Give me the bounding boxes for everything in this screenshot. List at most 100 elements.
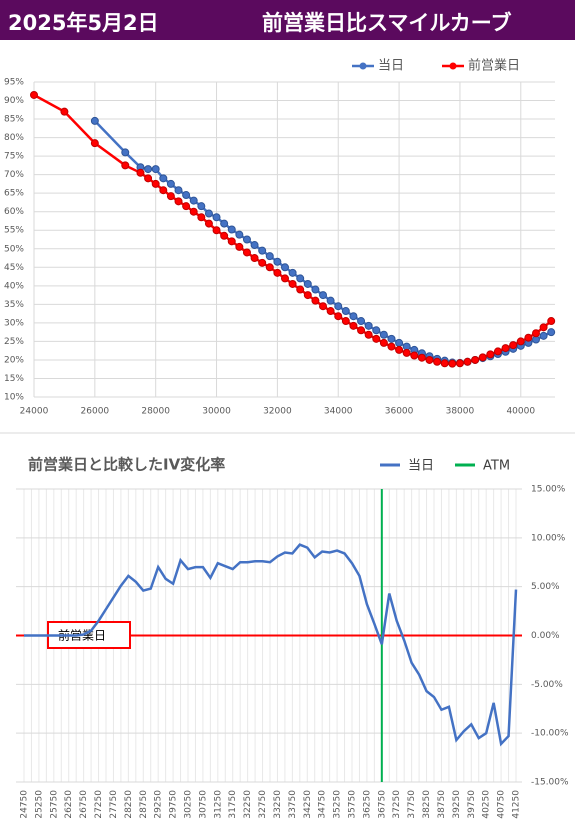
- y-tick-label: 5.00%: [531, 582, 560, 592]
- x-tick-label: 29250: [154, 790, 164, 819]
- marker: [341, 317, 350, 326]
- x-tick-label: 34000: [324, 407, 353, 417]
- legend-label: 前営業日: [468, 58, 520, 74]
- marker: [547, 317, 556, 326]
- series-line: [24, 543, 518, 747]
- x-tick-label: 38000: [446, 407, 475, 417]
- marker: [144, 165, 153, 174]
- marker: [539, 331, 548, 340]
- marker: [303, 291, 312, 300]
- y-tick-label: 45%: [4, 263, 24, 273]
- marker: [174, 186, 183, 195]
- marker: [197, 213, 206, 222]
- marker: [273, 268, 282, 277]
- marker: [319, 291, 328, 300]
- marker: [151, 179, 160, 188]
- marker: [364, 330, 373, 339]
- marker: [242, 235, 251, 244]
- x-tick-label: 36250: [362, 790, 372, 819]
- y-tick-label: 10.00%: [531, 533, 566, 543]
- x-tick-label: 28000: [141, 407, 170, 417]
- marker: [471, 355, 480, 364]
- x-tick-label: 25250: [34, 790, 44, 819]
- legend-marker: [359, 62, 367, 70]
- x-tick-label: 30750: [198, 790, 208, 819]
- marker: [334, 302, 343, 311]
- marker: [326, 307, 335, 316]
- marker: [159, 186, 168, 195]
- marker: [387, 334, 396, 343]
- header: 2025年5月2日 前営業日比スマイルカーブ: [0, 0, 575, 40]
- y-tick-label: 60%: [4, 207, 24, 217]
- marker: [220, 219, 229, 228]
- y-tick-label: 50%: [4, 244, 24, 254]
- marker: [288, 268, 297, 277]
- marker: [212, 213, 221, 222]
- marker: [547, 328, 556, 337]
- y-tick-label: 65%: [4, 189, 24, 199]
- marker: [463, 357, 472, 366]
- marker: [182, 191, 191, 200]
- marker: [265, 263, 274, 272]
- legend-marker: [449, 62, 457, 70]
- x-tick-label: 33750: [288, 790, 298, 819]
- y-tick-label: 30%: [4, 318, 24, 328]
- marker: [509, 341, 518, 350]
- y-tick-label: 80%: [4, 133, 24, 143]
- x-tick-label: 32000: [263, 407, 292, 417]
- y-tick-label: 95%: [4, 78, 24, 88]
- marker: [524, 333, 533, 342]
- x-tick-label: 40750: [497, 790, 507, 819]
- marker: [280, 274, 289, 283]
- marker: [166, 192, 175, 201]
- marker: [341, 307, 350, 316]
- marker: [357, 326, 366, 335]
- marker: [303, 279, 312, 288]
- marker: [258, 258, 267, 267]
- marker: [166, 179, 175, 188]
- marker: [493, 347, 502, 356]
- marker: [417, 353, 426, 362]
- y-tick-label: 0.00%: [531, 631, 560, 641]
- marker: [273, 257, 282, 266]
- marker: [326, 296, 335, 305]
- marker: [531, 329, 540, 338]
- x-tick-label: 30250: [184, 790, 194, 819]
- marker: [296, 285, 305, 294]
- marker: [410, 351, 419, 360]
- marker: [334, 312, 343, 321]
- x-tick-label: 39250: [452, 790, 462, 819]
- marker: [189, 207, 198, 216]
- x-tick-label: 39750: [467, 790, 477, 819]
- y-tick-label: 85%: [4, 115, 24, 125]
- marker: [197, 202, 206, 211]
- x-tick-label: 34750: [318, 790, 328, 819]
- marker: [501, 344, 510, 353]
- marker: [250, 241, 259, 250]
- y-tick-label: 35%: [4, 300, 24, 310]
- x-tick-label: 35750: [348, 790, 358, 819]
- x-tick-label: 27750: [109, 790, 119, 819]
- x-tick-label: 32750: [258, 790, 268, 819]
- marker: [174, 197, 183, 206]
- marker: [372, 326, 381, 335]
- marker: [136, 168, 145, 177]
- marker: [516, 337, 525, 346]
- x-tick-label: 32250: [243, 790, 253, 819]
- legend-label: 当日: [408, 459, 434, 474]
- x-tick-label: 24000: [20, 407, 49, 417]
- x-tick-label: 34250: [303, 790, 313, 819]
- marker: [182, 202, 191, 211]
- marker: [151, 165, 160, 174]
- marker: [478, 353, 487, 362]
- marker: [144, 174, 153, 183]
- marker: [379, 330, 388, 339]
- y-tick-label: 15%: [4, 374, 24, 384]
- y-tick-label: -10.00%: [531, 729, 569, 739]
- y-tick-label: 10%: [4, 393, 24, 403]
- x-tick-label: 31750: [228, 790, 238, 819]
- marker: [455, 359, 464, 368]
- x-tick-label: 24750: [20, 790, 30, 819]
